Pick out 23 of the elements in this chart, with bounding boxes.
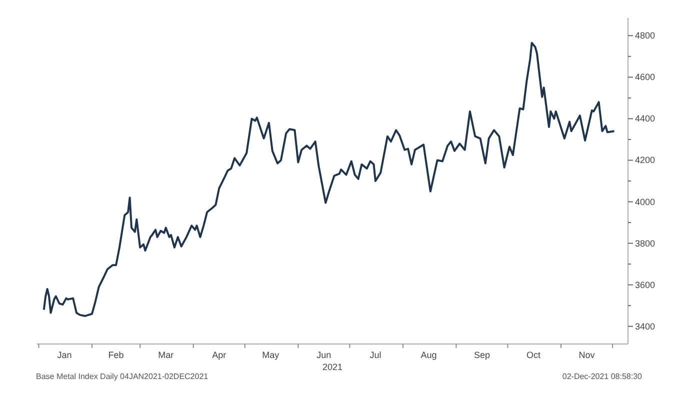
y-tick-label: 3800 [635, 238, 656, 248]
x-tick-label: Mar [158, 350, 174, 360]
x-tick-label: Jul [370, 350, 382, 360]
line-series [42, 42, 616, 317]
x-tick-label: Nov [578, 350, 596, 360]
x-tick-label: May [262, 350, 280, 360]
x-tick-label: Jan [57, 350, 72, 360]
text: Base Metal Index Daily 04JAN2021-02DEC2021 [36, 372, 208, 381]
y-tick-label: 4200 [635, 155, 656, 166]
x-tick-label: Oct [526, 350, 541, 360]
x-tick-label: Feb [108, 350, 124, 360]
y-tick-label: 4600 [635, 72, 656, 82]
y-tick-label: 3400 [635, 321, 656, 332]
text: 02-Dec-2021 08:58:30 [562, 372, 642, 381]
x-tick-label: Sep [474, 350, 490, 360]
y-tick-label: 4400 [635, 114, 656, 124]
x-tick-label: Jun [316, 350, 332, 360]
y-tick-label: 4000 [635, 196, 656, 207]
x-tick-label: Apr [212, 350, 226, 360]
x-tick-label: Aug [420, 350, 437, 360]
x-axis-title: 2021 [322, 362, 343, 372]
y-tick-label: 4800 [635, 30, 656, 41]
y-tick-label: 3600 [635, 280, 656, 290]
